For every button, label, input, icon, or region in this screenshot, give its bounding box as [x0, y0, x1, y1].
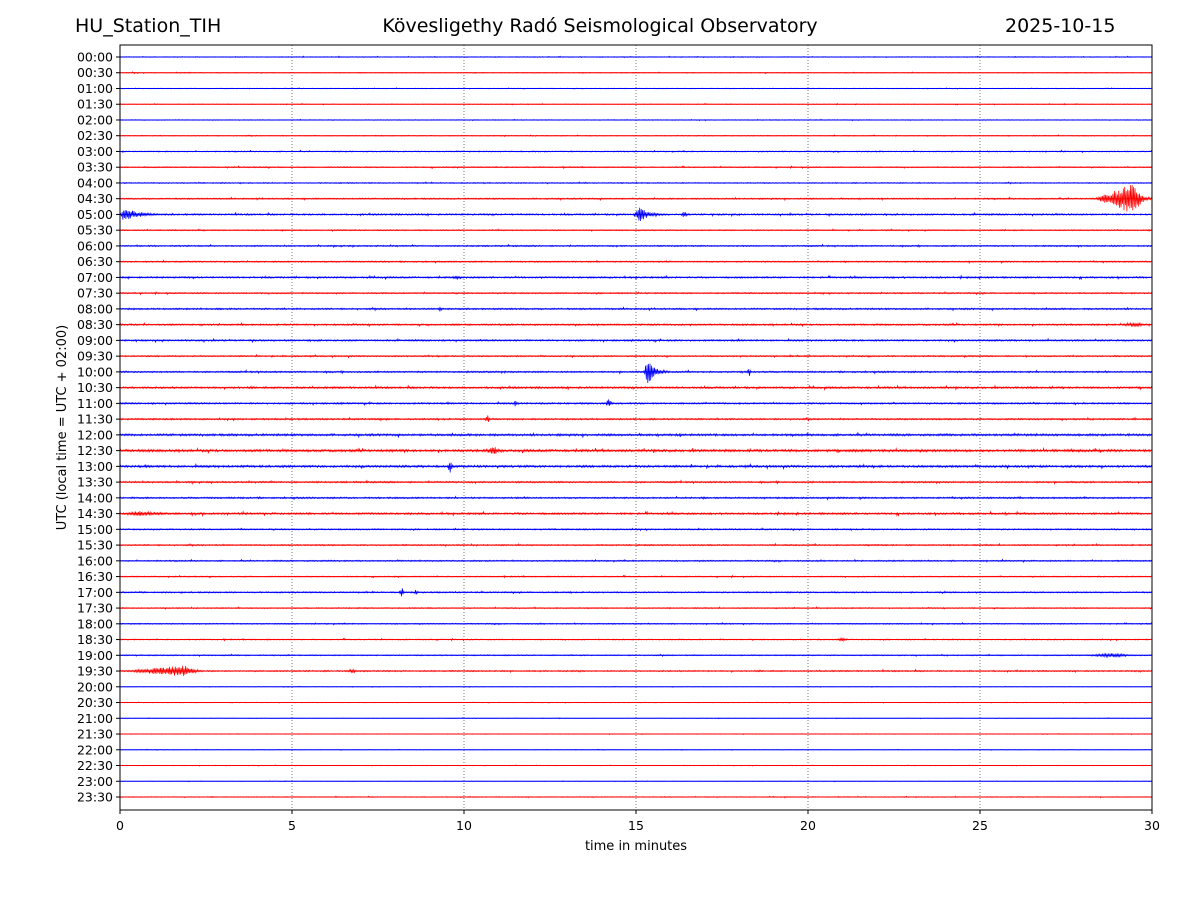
- y-tick-label: 15:00: [77, 522, 113, 537]
- y-tick-label: 05:00: [77, 207, 113, 222]
- y-tick-label: 12:30: [77, 443, 113, 458]
- y-tick-label: 07:30: [77, 286, 113, 301]
- x-axis: 0 5 10 15 20 25 30: [116, 810, 1160, 833]
- chart-title: Kövesligethy Radó Seismological Observat…: [382, 15, 818, 37]
- y-axis: 00:0000:3001:0001:3002:0002:3003:0003:30…: [77, 50, 120, 805]
- x-axis-label: time in minutes: [585, 839, 687, 854]
- y-tick-label: 16:00: [77, 553, 113, 568]
- x-tick-label: 15: [628, 818, 644, 833]
- x-tick-label: 5: [288, 818, 296, 833]
- y-tick-label: 12:00: [77, 427, 113, 442]
- y-tick-label: 21:00: [77, 711, 113, 726]
- x-tick-label: 30: [1144, 818, 1160, 833]
- y-tick-label: 17:30: [77, 601, 113, 616]
- y-axis-label: UTC (local time = UTC + 02:00): [55, 325, 70, 530]
- y-tick-label: 20:30: [77, 695, 113, 710]
- y-tick-label: 17:00: [77, 585, 113, 600]
- y-tick-label: 22:30: [77, 758, 113, 773]
- station-name: HU_Station_TIH: [75, 15, 222, 37]
- x-tick-label: 20: [800, 818, 816, 833]
- y-tick-label: 00:30: [77, 65, 113, 80]
- y-tick-label: 06:00: [77, 238, 113, 253]
- y-tick-label: 08:00: [77, 301, 113, 316]
- y-tick-label: 13:30: [77, 475, 113, 490]
- y-tick-label: 13:00: [77, 459, 113, 474]
- y-tick-label: 00:00: [77, 50, 113, 65]
- y-tick-label: 22:00: [77, 742, 113, 757]
- y-tick-label: 06:30: [77, 254, 113, 269]
- y-tick-label: 09:00: [77, 333, 113, 348]
- y-tick-label: 21:30: [77, 727, 113, 742]
- y-tick-label: 01:00: [77, 81, 113, 96]
- y-tick-label: 05:30: [77, 223, 113, 238]
- y-tick-label: 23:30: [77, 790, 113, 805]
- y-tick-label: 07:00: [77, 270, 113, 285]
- y-tick-label: 11:30: [77, 412, 113, 427]
- traces: [119, 55, 1153, 799]
- chart-date: 2025-10-15: [1005, 15, 1116, 37]
- y-tick-label: 16:30: [77, 569, 113, 584]
- y-tick-label: 02:00: [77, 112, 113, 127]
- x-tick-label: 10: [456, 818, 472, 833]
- y-tick-label: 23:00: [77, 774, 113, 789]
- x-tick-label: 0: [116, 818, 124, 833]
- y-tick-label: 01:30: [77, 97, 113, 112]
- y-tick-label: 10:30: [77, 380, 113, 395]
- y-tick-label: 18:30: [77, 632, 113, 647]
- y-tick-label: 08:30: [77, 317, 113, 332]
- y-tick-label: 20:00: [77, 679, 113, 694]
- y-tick-label: 14:00: [77, 490, 113, 505]
- y-tick-label: 03:00: [77, 144, 113, 159]
- y-tick-label: 19:30: [77, 664, 113, 679]
- y-tick-label: 19:00: [77, 648, 113, 663]
- y-tick-label: 09:30: [77, 349, 113, 364]
- y-tick-label: 04:00: [77, 175, 113, 190]
- grid-lines: [291, 45, 981, 810]
- y-tick-label: 14:30: [77, 506, 113, 521]
- y-tick-label: 04:30: [77, 191, 113, 206]
- y-tick-label: 15:30: [77, 538, 113, 553]
- y-tick-label: 03:30: [77, 160, 113, 175]
- y-tick-label: 02:30: [77, 128, 113, 143]
- y-tick-label: 10:00: [77, 364, 113, 379]
- y-tick-label: 11:00: [77, 396, 113, 411]
- x-tick-label: 25: [972, 818, 988, 833]
- y-tick-label: 18:00: [77, 616, 113, 631]
